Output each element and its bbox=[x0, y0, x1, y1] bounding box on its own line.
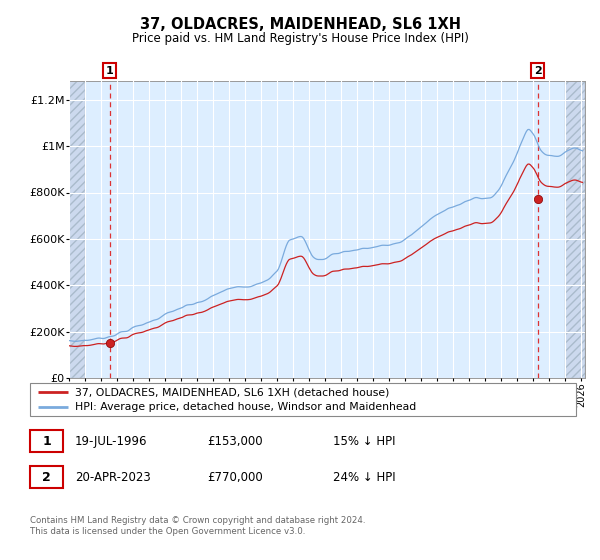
Bar bbox=[565, 81, 585, 378]
Text: 19-JUL-1996: 19-JUL-1996 bbox=[75, 435, 148, 448]
Text: Price paid vs. HM Land Registry's House Price Index (HPI): Price paid vs. HM Land Registry's House … bbox=[131, 32, 469, 45]
Text: 37, OLDACRES, MAIDENHEAD, SL6 1XH (detached house): 37, OLDACRES, MAIDENHEAD, SL6 1XH (detac… bbox=[75, 387, 389, 397]
Text: £770,000: £770,000 bbox=[207, 470, 263, 484]
Text: 37, OLDACRES, MAIDENHEAD, SL6 1XH: 37, OLDACRES, MAIDENHEAD, SL6 1XH bbox=[139, 17, 461, 32]
Text: 1: 1 bbox=[42, 435, 51, 448]
Text: Contains HM Land Registry data © Crown copyright and database right 2024.
This d: Contains HM Land Registry data © Crown c… bbox=[30, 516, 365, 536]
Bar bbox=[69, 81, 85, 378]
Text: HPI: Average price, detached house, Windsor and Maidenhead: HPI: Average price, detached house, Wind… bbox=[75, 403, 416, 412]
Text: 1: 1 bbox=[106, 66, 113, 76]
Text: 2: 2 bbox=[534, 66, 542, 76]
Text: 15% ↓ HPI: 15% ↓ HPI bbox=[333, 435, 395, 448]
Text: 24% ↓ HPI: 24% ↓ HPI bbox=[333, 470, 395, 484]
Text: 2: 2 bbox=[42, 470, 51, 484]
Text: £153,000: £153,000 bbox=[207, 435, 263, 448]
Text: 20-APR-2023: 20-APR-2023 bbox=[75, 470, 151, 484]
